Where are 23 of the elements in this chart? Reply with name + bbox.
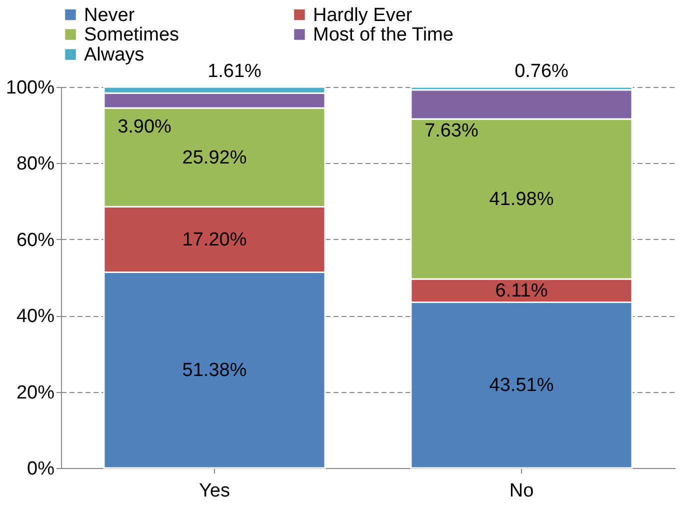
x-tick-label: Yes (199, 480, 230, 502)
data-label: 43.51% (489, 375, 554, 396)
y-tick-label: 80% (16, 154, 55, 175)
data-label: 41.98% (489, 188, 554, 210)
y-tick-label: 60% (16, 230, 55, 251)
data-label: 6.11% (495, 280, 548, 302)
y-tick-label: 40% (16, 306, 55, 328)
y-tick-label: 20% (16, 382, 55, 404)
data-label: 7.63% (424, 120, 479, 142)
y-tick-label: 100% (6, 78, 55, 98)
data-label: 1.61% (208, 60, 262, 82)
y-tick-label: 0% (27, 458, 55, 480)
legend-label: Hardly Ever (313, 4, 413, 26)
data-label: 25.92% (182, 147, 247, 168)
data-label: 17.20% (182, 229, 247, 250)
data-label: 3.90% (118, 116, 172, 138)
legend-label: Sometimes (84, 24, 180, 46)
x-tick-label: No (509, 480, 534, 502)
legend-label: Never (84, 4, 136, 26)
legend-label: Always (84, 44, 144, 66)
data-label: 51.38% (182, 360, 247, 382)
legend-label: Most of the Time (313, 24, 454, 46)
data-label: 0.76% (514, 61, 569, 82)
